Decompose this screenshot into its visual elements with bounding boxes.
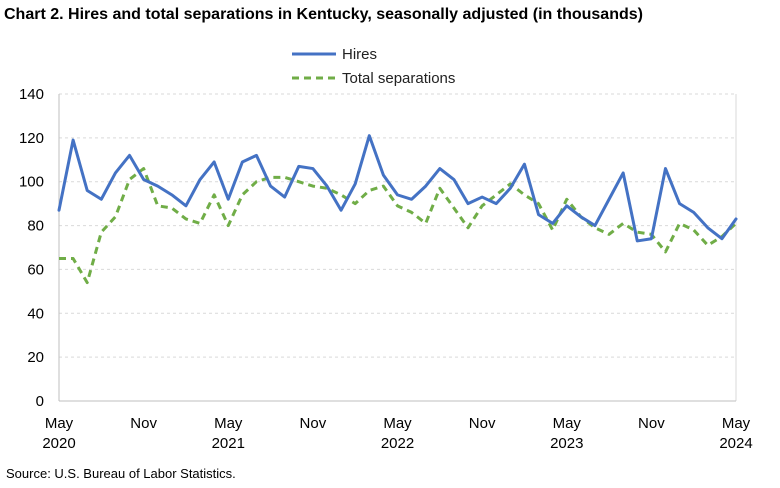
y-tick-label: 120 bbox=[19, 130, 44, 147]
series-line-hires bbox=[57, 134, 738, 243]
axes bbox=[58, 94, 737, 402]
x-tick-label-month: May bbox=[383, 415, 412, 432]
y-tick-label: 140 bbox=[19, 86, 44, 103]
x-tick-label-month: May bbox=[45, 415, 74, 432]
y-tick-label: 40 bbox=[27, 305, 44, 322]
x-tick-label-month: May bbox=[214, 415, 243, 432]
series-line-total-separations bbox=[59, 167, 738, 285]
x-tick-label-month: Nov bbox=[300, 415, 327, 432]
x-tick-label-year: 2023 bbox=[550, 435, 583, 452]
legend: Hires Total separations bbox=[292, 46, 455, 87]
gridlines bbox=[59, 93, 736, 358]
series-lines bbox=[57, 134, 738, 285]
x-tick-label-year: 2022 bbox=[381, 435, 414, 452]
x-tick-labels: May 2020 Nov May 2021 Nov May 2022 Nov May 2023 Nov… bbox=[42, 415, 752, 452]
x-tick-label-month: May bbox=[722, 415, 751, 432]
legend-label: Total separations bbox=[342, 70, 455, 87]
x-tick-label-year: 2024 bbox=[719, 435, 752, 452]
x-tick-label-month: Nov bbox=[130, 415, 157, 432]
y-tick-label: 60 bbox=[27, 261, 44, 278]
x-tick-label-year: 2021 bbox=[212, 435, 245, 452]
x-tick-label-month: Nov bbox=[469, 415, 496, 432]
x-tick-label-month: May bbox=[553, 415, 582, 432]
chart-title: Chart 2. Hires and total separations in … bbox=[4, 6, 643, 23]
source-note: Source: U.S. Bureau of Labor Statistics. bbox=[6, 466, 236, 481]
y-tick-label: 20 bbox=[27, 349, 44, 366]
y-tick-label: 100 bbox=[19, 174, 44, 191]
legend-label: Hires bbox=[342, 46, 377, 63]
y-tick-labels: 0 20 40 60 80 100 120 140 bbox=[19, 86, 44, 410]
x-tick-label-year: 2020 bbox=[42, 435, 75, 452]
x-tick-label-month: Nov bbox=[638, 415, 665, 432]
y-tick-label: 0 bbox=[36, 393, 44, 410]
y-tick-label: 80 bbox=[27, 218, 44, 235]
